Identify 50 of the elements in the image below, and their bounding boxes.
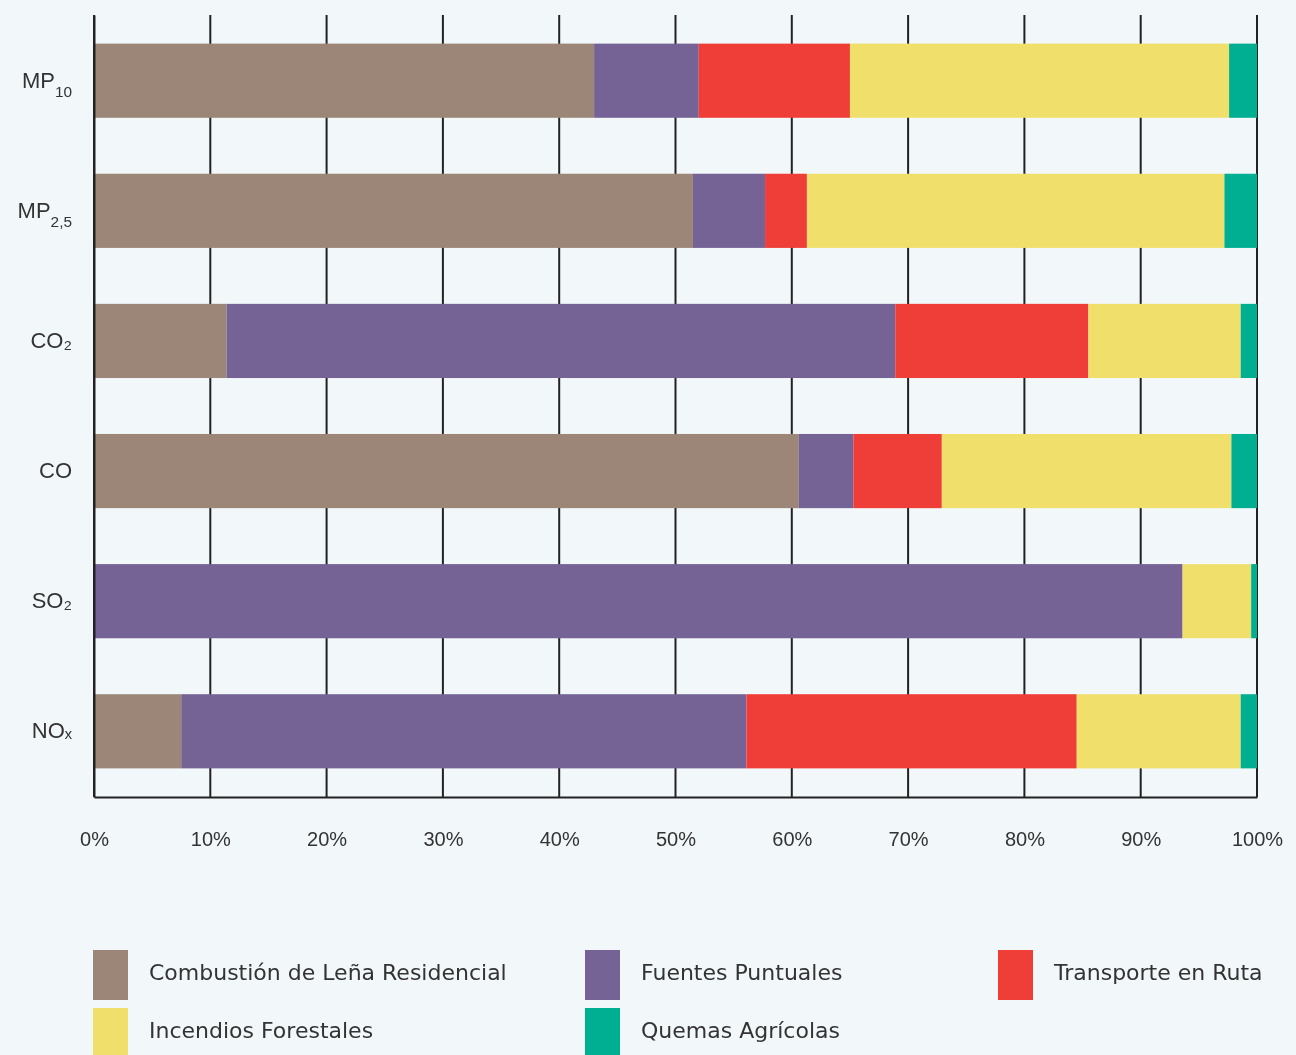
bar [1182,564,1252,639]
bar [94,564,1183,639]
x-tick-label: 10% [190,828,232,851]
bar [692,173,766,248]
y-tick-label: SO₂ [31,588,72,614]
bar [849,43,1230,118]
bar [1240,303,1257,379]
x-tick-label: 40% [539,828,580,851]
bar [1229,43,1257,118]
bar [1224,173,1257,248]
y-tick-label: MP$_{10}$ [21,67,72,100]
legend-label: Combustión de Leña Residencial [149,960,507,985]
x-tick-label: 80% [1004,828,1046,851]
bar [853,433,942,509]
x-tick-label: 90% [1121,828,1162,851]
bar [1251,564,1258,639]
legend-label: Quemas Agrícolas [641,1018,840,1043]
bar [1088,303,1241,379]
x-tick-label: 30% [423,828,464,851]
y-tick-label: CO [39,458,72,484]
bar [1076,694,1241,769]
bar [941,433,1232,509]
bar [94,303,227,379]
x-tick-label: 70% [888,828,929,851]
y-tick-label: NOₓ [31,718,73,744]
legend-label: Fuentes Puntuales [641,960,843,985]
bar [895,303,1089,379]
bar [594,43,699,118]
legend-label: Incendios Forestales [149,1018,374,1043]
bar [798,433,854,509]
legend-label: Transporte en Ruta [1053,960,1263,985]
bar [94,433,799,509]
bar [806,173,1225,248]
x-tick-label: 100% [1231,828,1284,851]
bar [226,303,896,379]
bar [1231,433,1257,509]
bar [94,173,693,248]
bar [181,694,747,769]
x-tick-label: 60% [772,828,813,851]
x-tick-label: 0% [80,828,110,851]
bar [94,43,595,118]
bar [746,694,1077,769]
x-tick-label: 20% [307,828,348,851]
bar [1240,694,1257,769]
y-tick-label: CO₂ [30,327,72,353]
x-tick-label: 50% [655,828,697,851]
bar [765,173,807,248]
bar [94,694,182,769]
bar [698,43,850,118]
y-tick-label: MP$_{2,5}$ [17,197,72,230]
